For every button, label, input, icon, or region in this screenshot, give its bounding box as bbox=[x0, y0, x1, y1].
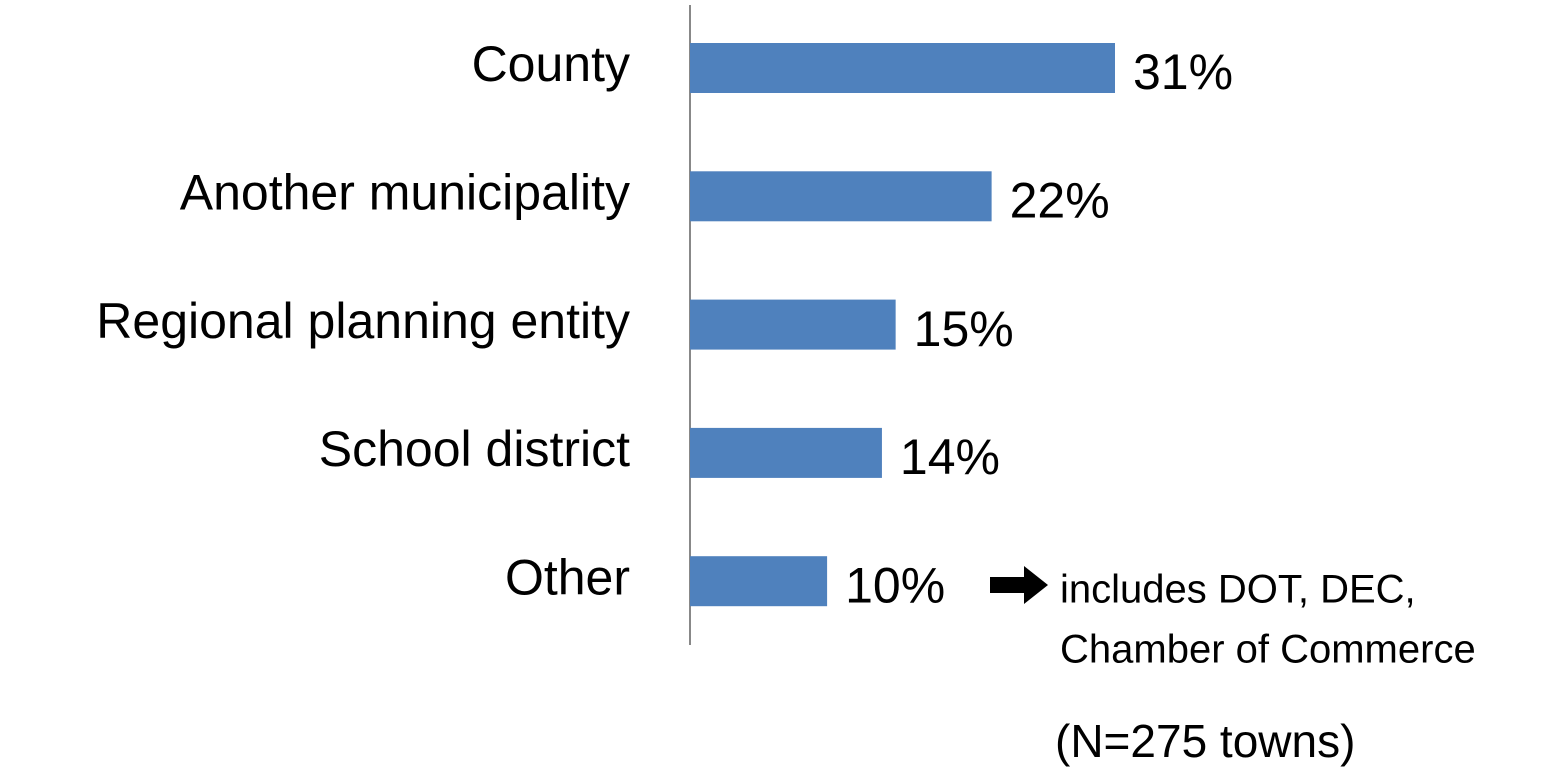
bar bbox=[690, 427, 882, 478]
value-label: 10% bbox=[845, 557, 945, 613]
bar bbox=[690, 171, 992, 222]
annotation: includes DOT, DEC, bbox=[1060, 568, 1416, 612]
arrow bbox=[990, 566, 1048, 604]
bar bbox=[690, 299, 896, 350]
value-label: 22% bbox=[1010, 173, 1110, 229]
note: (N=275 towns) bbox=[1055, 715, 1355, 767]
category-label: Regional planning entity bbox=[96, 293, 630, 349]
category-label: County bbox=[472, 36, 630, 92]
category-label: Another municipality bbox=[180, 165, 630, 221]
category-label: Other bbox=[505, 549, 630, 605]
value-label: 31% bbox=[1133, 44, 1233, 100]
bar bbox=[690, 556, 828, 607]
value-label: 14% bbox=[900, 429, 1000, 485]
annotation: Chamber of Commerce bbox=[1060, 628, 1476, 672]
bar bbox=[690, 43, 1115, 93]
value-label: 15% bbox=[914, 301, 1014, 357]
category-label: School district bbox=[319, 421, 630, 477]
